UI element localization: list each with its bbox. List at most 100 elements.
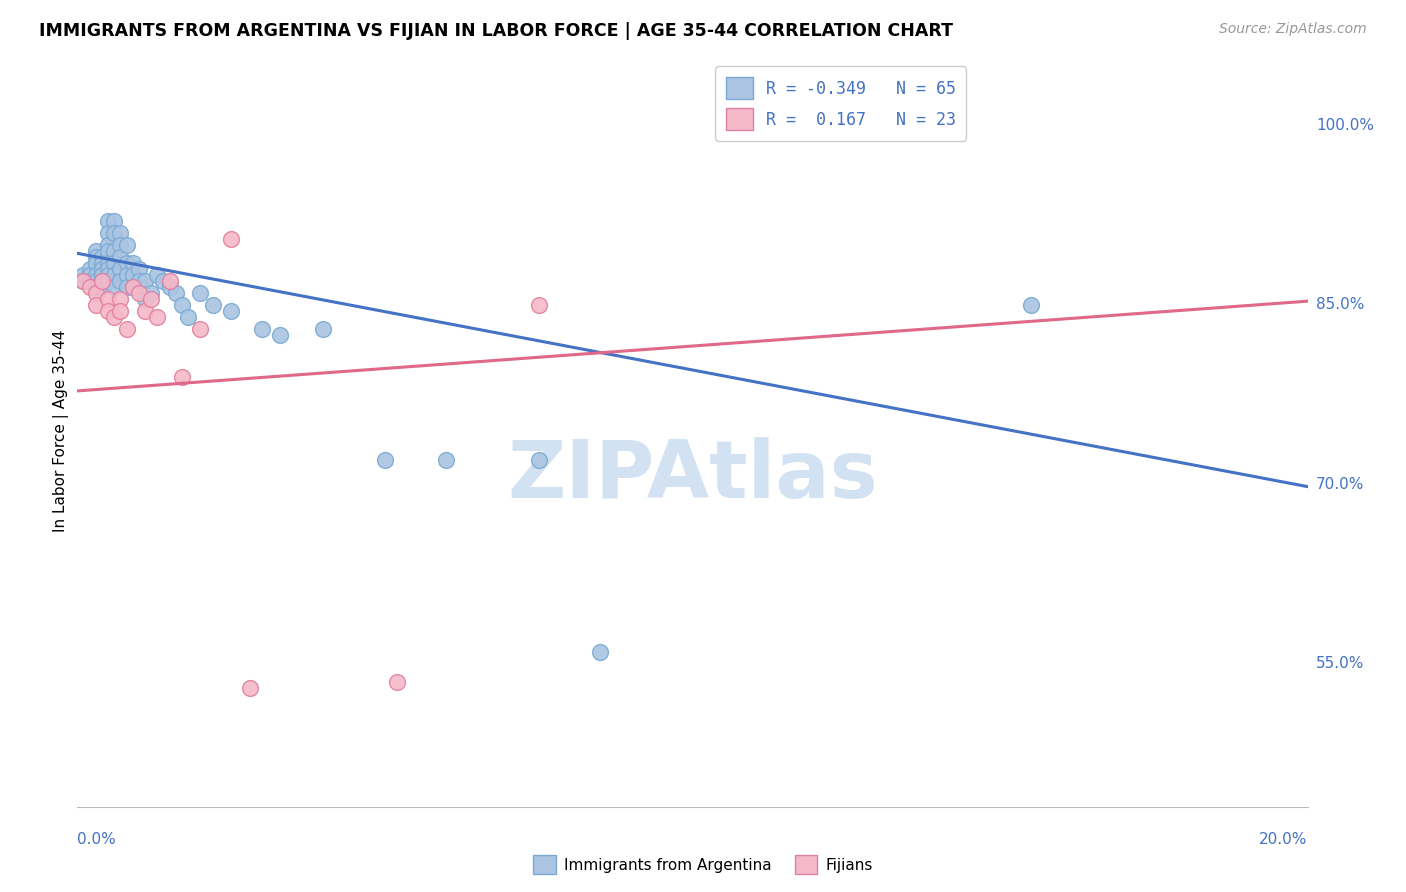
Point xyxy=(115,238,138,252)
Point xyxy=(84,298,107,312)
Point xyxy=(97,261,120,276)
Text: 85.0%: 85.0% xyxy=(1316,297,1364,312)
Point xyxy=(115,256,138,270)
Point xyxy=(97,303,120,318)
Point xyxy=(170,298,193,312)
Point xyxy=(219,303,242,318)
Point xyxy=(110,274,132,288)
Text: Source: ZipAtlas.com: Source: ZipAtlas.com xyxy=(1219,22,1367,37)
Point xyxy=(134,274,156,288)
Point xyxy=(121,268,143,282)
Point xyxy=(97,238,120,252)
Point xyxy=(110,250,132,264)
Text: 70.0%: 70.0% xyxy=(1316,476,1364,491)
Point xyxy=(90,274,114,288)
Point xyxy=(374,453,396,467)
Point xyxy=(170,369,193,384)
Point xyxy=(436,453,458,467)
Point xyxy=(84,250,107,264)
Point xyxy=(159,280,181,294)
Y-axis label: In Labor Force | Age 35-44: In Labor Force | Age 35-44 xyxy=(53,329,69,532)
Text: 0.0%: 0.0% xyxy=(77,832,117,847)
Point xyxy=(103,214,125,228)
Point xyxy=(97,274,120,288)
Point xyxy=(115,280,138,294)
Point xyxy=(141,292,163,306)
Point xyxy=(110,238,132,252)
Point xyxy=(141,285,163,300)
Text: 55.0%: 55.0% xyxy=(1316,657,1364,671)
Point xyxy=(84,268,107,282)
Point xyxy=(90,280,114,294)
Point xyxy=(97,268,120,282)
Point xyxy=(72,268,94,282)
Point xyxy=(128,274,150,288)
Point xyxy=(146,268,169,282)
Text: 100.0%: 100.0% xyxy=(1316,118,1374,133)
Text: 20.0%: 20.0% xyxy=(1260,832,1308,847)
Point xyxy=(134,292,156,306)
Point xyxy=(72,274,94,288)
Point xyxy=(589,645,612,659)
Point xyxy=(84,274,107,288)
Point xyxy=(84,256,107,270)
Point xyxy=(121,280,143,294)
Text: ZIPAtlas: ZIPAtlas xyxy=(508,436,877,515)
Point xyxy=(527,453,550,467)
Legend: Immigrants from Argentina, Fijians: Immigrants from Argentina, Fijians xyxy=(527,849,879,880)
Point xyxy=(115,321,138,335)
Point xyxy=(128,285,150,300)
Point xyxy=(121,280,143,294)
Point xyxy=(103,268,125,282)
Point xyxy=(103,280,125,294)
Point xyxy=(269,327,291,342)
Point xyxy=(165,285,187,300)
Point xyxy=(159,274,181,288)
Point xyxy=(103,244,125,258)
Point xyxy=(115,268,138,282)
Point xyxy=(121,256,143,270)
Point xyxy=(72,274,94,288)
Point xyxy=(188,321,212,335)
Point xyxy=(90,250,114,264)
Point xyxy=(219,232,242,246)
Point xyxy=(84,244,107,258)
Point xyxy=(79,274,101,288)
Point xyxy=(177,310,200,324)
Point xyxy=(250,321,273,335)
Point xyxy=(84,285,107,300)
Point xyxy=(97,292,120,306)
Point xyxy=(134,303,156,318)
Point xyxy=(79,280,101,294)
Point xyxy=(79,261,101,276)
Point xyxy=(90,274,114,288)
Point xyxy=(103,226,125,240)
Point xyxy=(527,298,550,312)
Point xyxy=(97,244,120,258)
Point xyxy=(201,298,224,312)
Point xyxy=(128,261,150,276)
Point xyxy=(97,226,120,240)
Point xyxy=(97,256,120,270)
Point xyxy=(312,321,335,335)
Point xyxy=(110,261,132,276)
Point xyxy=(1019,298,1042,312)
Point xyxy=(97,214,120,228)
Point xyxy=(84,280,107,294)
Legend: R = -0.349   N = 65, R =  0.167   N = 23: R = -0.349 N = 65, R = 0.167 N = 23 xyxy=(716,66,966,141)
Point xyxy=(146,310,169,324)
Point xyxy=(90,268,114,282)
Point xyxy=(79,268,101,282)
Point xyxy=(103,310,125,324)
Point xyxy=(188,285,212,300)
Point xyxy=(90,256,114,270)
Point xyxy=(103,256,125,270)
Text: IMMIGRANTS FROM ARGENTINA VS FIJIAN IN LABOR FORCE | AGE 35-44 CORRELATION CHART: IMMIGRANTS FROM ARGENTINA VS FIJIAN IN L… xyxy=(39,22,953,40)
Point xyxy=(385,674,409,689)
Point xyxy=(239,681,262,695)
Point xyxy=(90,261,114,276)
Point xyxy=(110,292,132,306)
Point xyxy=(110,226,132,240)
Point xyxy=(152,274,174,288)
Point xyxy=(110,303,132,318)
